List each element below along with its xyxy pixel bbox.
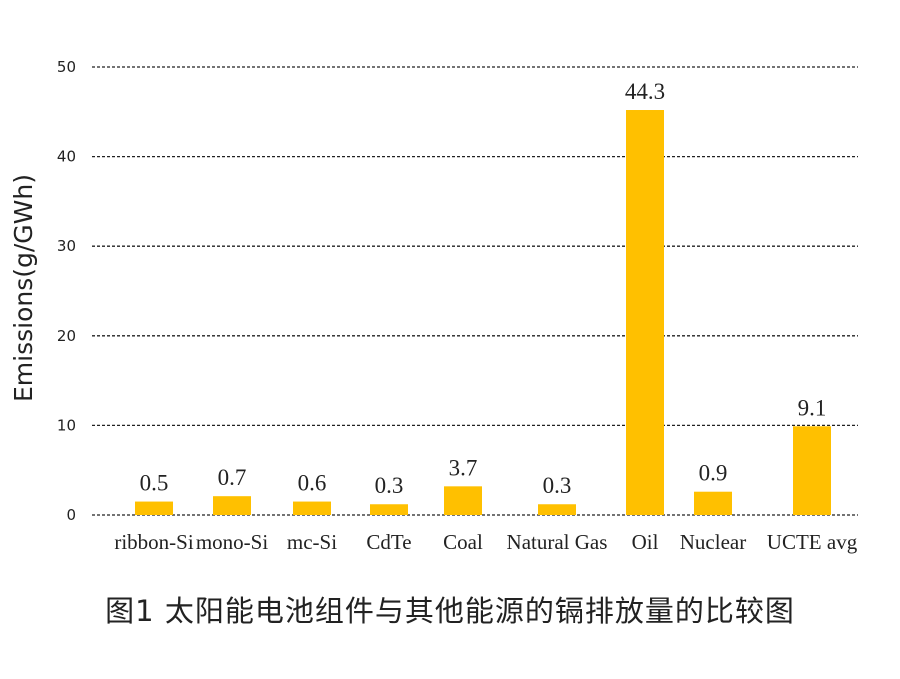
bar bbox=[793, 426, 831, 515]
bar bbox=[444, 486, 482, 515]
x-tick-label: Nuclear bbox=[680, 530, 746, 554]
x-tick-label: CdTe bbox=[366, 530, 411, 554]
y-axis-ticks: 0 10 20 30 40 50 bbox=[57, 58, 76, 524]
data-label: 0.6 bbox=[298, 471, 327, 496]
data-labels: 0.5 0.7 0.6 0.3 3.7 0.3 44.3 0.9 9.1 bbox=[140, 79, 827, 498]
data-label: 44.3 bbox=[625, 79, 665, 104]
data-label: 0.5 bbox=[140, 471, 169, 496]
gridlines bbox=[92, 66, 858, 516]
data-label: 0.3 bbox=[375, 473, 404, 498]
data-label: 0.3 bbox=[543, 473, 572, 498]
bar bbox=[538, 504, 576, 515]
y-axis-label: Emissions(g/GWh) bbox=[9, 174, 38, 402]
bar bbox=[626, 110, 664, 516]
x-tick-label: Oil bbox=[632, 530, 659, 554]
data-label: 3.7 bbox=[449, 455, 478, 480]
bar bbox=[213, 496, 251, 515]
bar bbox=[370, 504, 408, 515]
figure-caption: 图1 太阳能电池组件与其他能源的镉排放量的比较图 bbox=[105, 594, 795, 628]
y-tick-label: 0 bbox=[66, 506, 76, 524]
x-tick-label: Natural Gas bbox=[507, 530, 608, 554]
y-tick-label: 40 bbox=[57, 148, 76, 166]
bar bbox=[135, 501, 173, 515]
x-tick-label: UCTE avg bbox=[767, 530, 858, 554]
x-tick-label: mono-Si bbox=[196, 530, 269, 554]
data-label: 0.9 bbox=[699, 461, 728, 486]
y-tick-label: 50 bbox=[57, 58, 76, 76]
bar-chart: 0 10 20 30 40 50 0.5 0.7 0.6 0.3 3.7 0.3 44.3 0.9 9.1… bbox=[9, 58, 858, 554]
x-tick-label: ribbon-Si bbox=[114, 530, 194, 554]
y-tick-label: 20 bbox=[57, 327, 76, 345]
bar bbox=[694, 491, 732, 515]
y-tick-label: 10 bbox=[57, 416, 76, 434]
bar bbox=[293, 501, 331, 515]
bars bbox=[135, 110, 831, 516]
y-tick-label: 30 bbox=[57, 237, 76, 255]
data-label: 9.1 bbox=[798, 395, 827, 420]
x-tick-label: Coal bbox=[443, 530, 483, 554]
x-axis-categories: ribbon-Si mono-Si mc-Si CdTe Coal Natural Gas… bbox=[114, 530, 857, 554]
x-tick-label: mc-Si bbox=[287, 530, 337, 554]
data-label: 0.7 bbox=[218, 465, 247, 490]
